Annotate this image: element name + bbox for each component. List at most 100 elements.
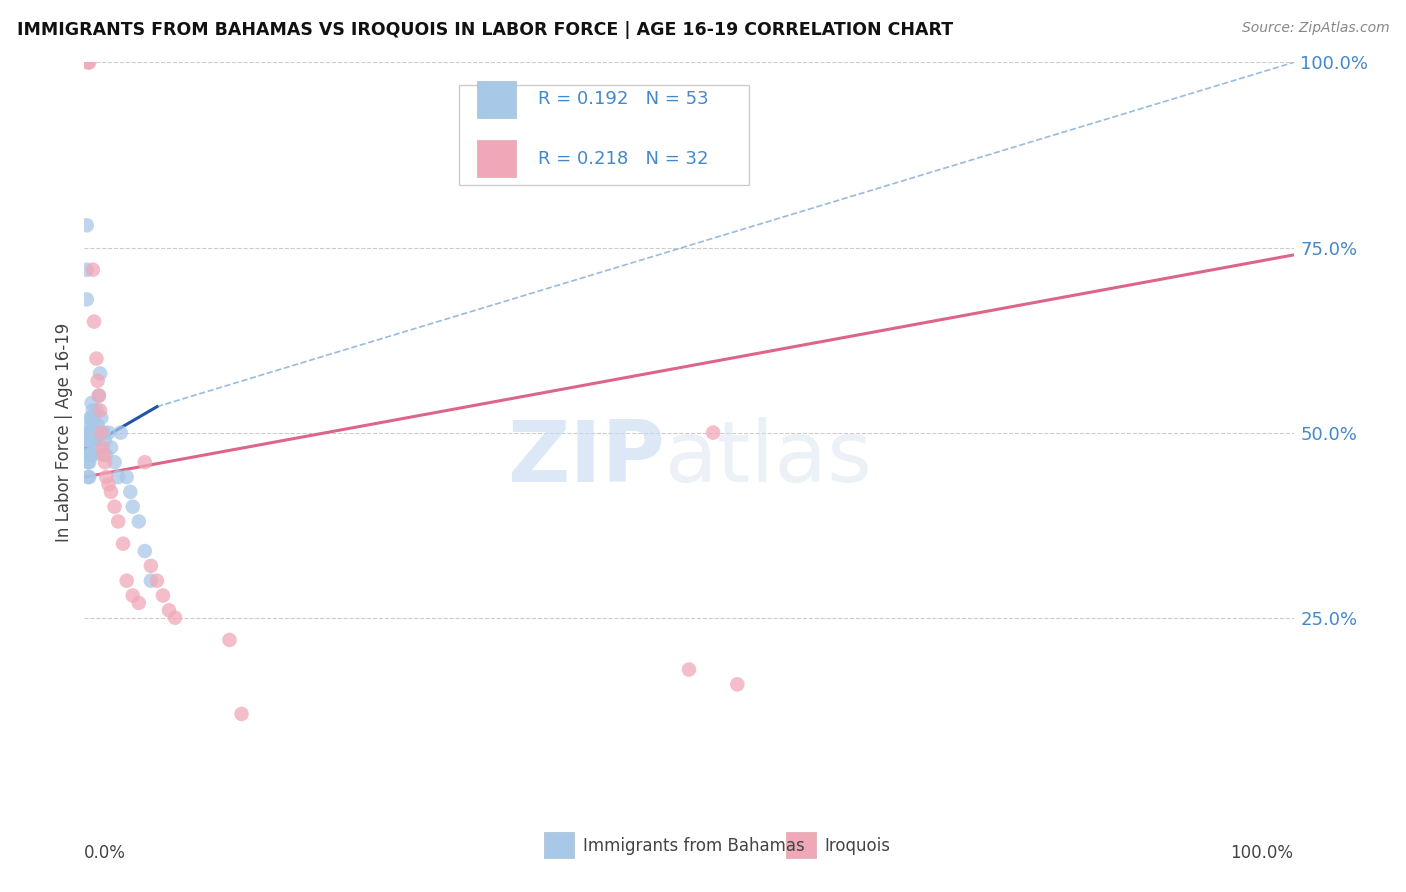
Text: Iroquois: Iroquois — [824, 837, 890, 855]
Point — [77, 448, 100, 462]
Y-axis label: In Labor Force | Age 16-19: In Labor Force | Age 16-19 — [55, 323, 73, 542]
Point — [77, 55, 100, 70]
Point — [120, 484, 142, 499]
Point — [77, 455, 100, 469]
Point — [134, 455, 156, 469]
Point — [86, 351, 108, 366]
Bar — [478, 81, 516, 118]
Point — [77, 425, 100, 440]
Point — [79, 410, 101, 425]
Text: 100.0%: 100.0% — [1230, 844, 1294, 862]
Point — [87, 388, 110, 402]
Point — [146, 574, 169, 588]
Point — [121, 500, 143, 514]
Point — [115, 470, 138, 484]
Point — [725, 677, 748, 691]
Point — [77, 425, 100, 440]
Point — [79, 433, 101, 447]
Point — [100, 484, 122, 499]
Point — [84, 433, 107, 447]
Point — [90, 410, 112, 425]
Point — [231, 706, 253, 721]
Point — [139, 574, 162, 588]
Point — [93, 425, 115, 440]
Bar — [544, 832, 574, 858]
Point — [76, 219, 98, 233]
Point — [82, 403, 104, 417]
Point — [94, 433, 117, 447]
Point — [77, 433, 100, 447]
Point — [702, 425, 724, 440]
Point — [94, 470, 117, 484]
Point — [83, 410, 105, 425]
Text: IMMIGRANTS FROM BAHAMAS VS IROQUOIS IN LABOR FORCE | AGE 16-19 CORRELATION CHART: IMMIGRANTS FROM BAHAMAS VS IROQUOIS IN L… — [17, 21, 953, 38]
Point — [678, 663, 700, 677]
Point — [97, 477, 120, 491]
Point — [77, 455, 100, 469]
Point — [87, 388, 110, 402]
Point — [128, 596, 150, 610]
Point — [77, 470, 100, 484]
Point — [100, 441, 122, 455]
Point — [91, 425, 114, 440]
Text: atlas: atlas — [665, 417, 873, 500]
Point — [128, 515, 150, 529]
Text: Source: ZipAtlas.com: Source: ZipAtlas.com — [1241, 21, 1389, 35]
Point — [94, 448, 117, 462]
Point — [90, 425, 112, 440]
Point — [93, 448, 115, 462]
Point — [80, 410, 103, 425]
Point — [80, 425, 103, 440]
Point — [94, 455, 117, 469]
Point — [77, 448, 100, 462]
Point — [121, 589, 143, 603]
Point — [82, 433, 104, 447]
Point — [82, 262, 104, 277]
Point — [86, 403, 108, 417]
Point — [82, 418, 104, 433]
Text: R = 0.218   N = 32: R = 0.218 N = 32 — [538, 150, 709, 168]
Point — [77, 433, 100, 447]
Point — [110, 425, 132, 440]
Point — [77, 55, 100, 70]
Point — [104, 455, 127, 469]
Point — [115, 574, 138, 588]
Text: R = 0.192   N = 53: R = 0.192 N = 53 — [538, 90, 709, 109]
Point — [86, 374, 108, 388]
Point — [134, 544, 156, 558]
Text: Immigrants from Bahamas: Immigrants from Bahamas — [582, 837, 804, 855]
Text: 0.0%: 0.0% — [84, 844, 127, 862]
Point — [86, 418, 108, 433]
Text: ZIP: ZIP — [508, 417, 665, 500]
Point — [79, 425, 101, 440]
Bar — [786, 832, 815, 858]
Point — [97, 425, 120, 440]
Point — [84, 425, 107, 440]
Point — [79, 418, 101, 433]
Point — [80, 396, 103, 410]
Point — [76, 262, 98, 277]
Point — [107, 515, 129, 529]
Point — [83, 314, 105, 328]
Point — [83, 425, 105, 440]
Point — [218, 632, 240, 647]
Point — [165, 610, 187, 624]
Point — [89, 367, 111, 381]
Point — [104, 500, 127, 514]
Point — [152, 589, 174, 603]
Point — [86, 441, 108, 455]
Point — [91, 441, 114, 455]
Point — [157, 603, 180, 617]
Point — [76, 293, 98, 307]
FancyBboxPatch shape — [460, 85, 749, 185]
Point — [80, 448, 103, 462]
Point — [80, 433, 103, 447]
Point — [89, 403, 111, 417]
Point — [107, 470, 129, 484]
Point — [82, 448, 104, 462]
Point — [77, 441, 100, 455]
Bar — [478, 140, 516, 178]
Point — [77, 470, 100, 484]
Point — [139, 558, 162, 573]
Point — [112, 536, 135, 550]
